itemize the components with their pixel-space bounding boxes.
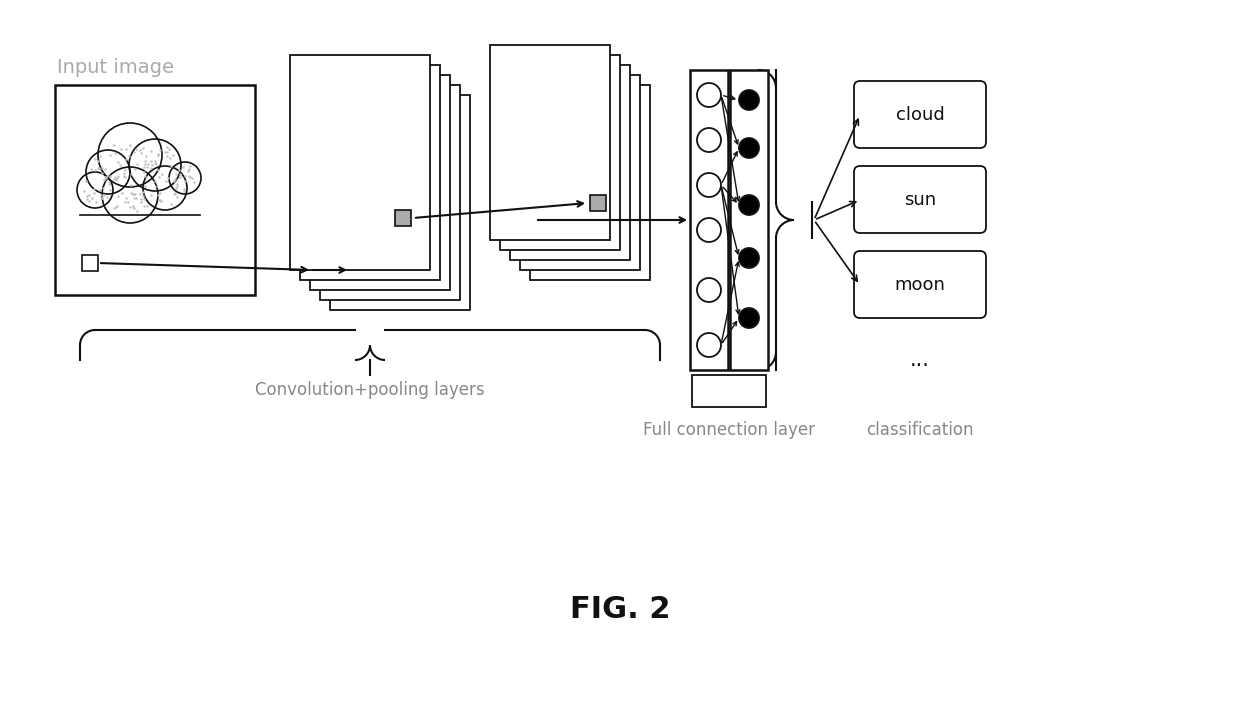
FancyBboxPatch shape <box>854 251 986 318</box>
Circle shape <box>697 333 720 357</box>
Circle shape <box>98 123 162 187</box>
Bar <box>490 45 610 240</box>
Text: classification: classification <box>867 421 973 439</box>
Bar <box>520 75 640 270</box>
Circle shape <box>86 150 130 194</box>
Bar <box>529 85 650 280</box>
FancyBboxPatch shape <box>854 81 986 148</box>
Bar <box>55 85 255 295</box>
Circle shape <box>739 195 759 215</box>
Bar <box>500 55 620 250</box>
Bar <box>82 255 98 271</box>
Text: ...: ... <box>910 350 930 370</box>
Bar <box>510 65 630 260</box>
Text: Full connection layer: Full connection layer <box>644 421 815 439</box>
Circle shape <box>739 248 759 268</box>
Circle shape <box>129 139 181 191</box>
Circle shape <box>697 218 720 242</box>
Text: Convolution+pooling layers: Convolution+pooling layers <box>255 381 485 399</box>
Circle shape <box>102 167 157 223</box>
Text: moon: moon <box>894 276 945 294</box>
Circle shape <box>143 166 187 210</box>
Bar <box>81 195 200 215</box>
Bar <box>730 70 768 370</box>
Circle shape <box>739 138 759 158</box>
Circle shape <box>697 173 720 197</box>
Circle shape <box>697 278 720 302</box>
Circle shape <box>739 90 759 110</box>
Bar <box>590 195 606 211</box>
Bar <box>300 65 440 280</box>
Text: cloud: cloud <box>895 106 945 124</box>
Bar <box>692 375 766 407</box>
FancyBboxPatch shape <box>854 166 986 233</box>
Text: Input image: Input image <box>57 58 174 77</box>
Circle shape <box>697 128 720 152</box>
Bar <box>689 70 728 370</box>
Bar <box>320 85 460 300</box>
Bar <box>396 210 410 226</box>
Bar <box>290 55 430 270</box>
Circle shape <box>697 83 720 107</box>
Bar <box>330 95 470 310</box>
Circle shape <box>77 172 113 208</box>
Bar <box>310 75 450 290</box>
Text: FIG. 2: FIG. 2 <box>569 595 671 625</box>
Text: sun: sun <box>904 191 936 209</box>
Circle shape <box>739 308 759 328</box>
Circle shape <box>169 162 201 194</box>
